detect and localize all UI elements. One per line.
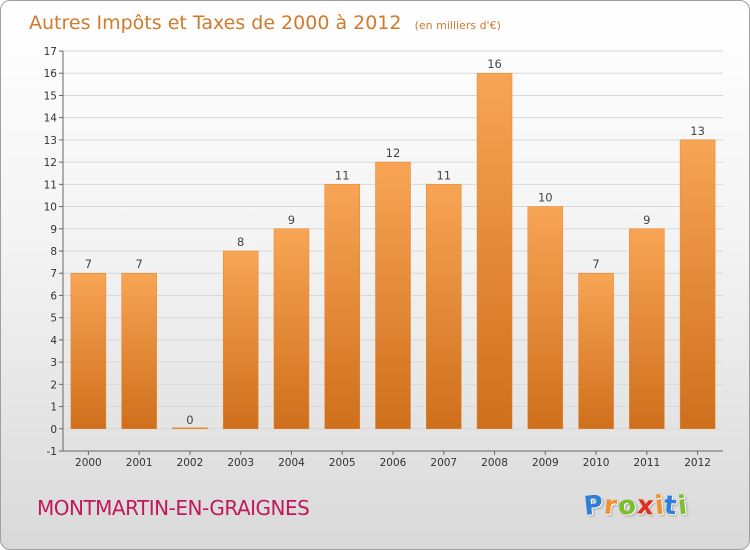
y-tick-label: 15 xyxy=(44,90,57,102)
logo-letter: x xyxy=(635,490,656,522)
x-tick-label: 2007 xyxy=(430,457,457,469)
x-tick-label: 2003 xyxy=(227,457,254,469)
data-label: 9 xyxy=(643,213,650,227)
y-tick-label: 1 xyxy=(50,402,57,414)
x-tick-label: 2012 xyxy=(684,457,711,469)
y-tick-label: 12 xyxy=(44,157,57,169)
data-label: 9 xyxy=(288,213,295,227)
bars xyxy=(70,72,716,430)
y-tick-label: 0 xyxy=(50,424,57,436)
x-tick-label: 2011 xyxy=(633,457,660,469)
y-tick-label: 3 xyxy=(50,357,57,369)
bar-2008 xyxy=(476,72,513,430)
bar-2009 xyxy=(527,206,564,430)
chart-title: Autres Impôts et Taxes de 2000 à 2012 (e… xyxy=(29,12,501,34)
y-tick-label: 17 xyxy=(44,46,57,58)
y-tick-label: 13 xyxy=(44,135,57,147)
y-tick-label: 8 xyxy=(50,246,57,258)
x-tick-label: 2002 xyxy=(177,457,204,469)
y-tick-label: 4 xyxy=(50,335,57,347)
x-tick-label: 2004 xyxy=(278,457,305,469)
data-label: 16 xyxy=(487,57,502,71)
x-tick-label: 2010 xyxy=(583,457,610,469)
x-tick-label: 2008 xyxy=(481,457,508,469)
y-tick-label: 11 xyxy=(44,179,57,191)
bar-2007 xyxy=(426,184,462,430)
bar-2004 xyxy=(273,228,310,430)
y-tick-label: 9 xyxy=(50,224,57,236)
y-tick-label: 5 xyxy=(50,313,57,325)
place-name: MONTMARTIN-EN-GRAIGNES xyxy=(37,496,310,520)
y-tick-label: -1 xyxy=(47,446,57,458)
x-tick-label: 2005 xyxy=(329,457,356,469)
data-label: 8 xyxy=(237,235,244,249)
bar-2005 xyxy=(324,184,360,430)
data-label: 7 xyxy=(592,257,599,271)
y-tick-label: 10 xyxy=(44,202,57,214)
data-label: 11 xyxy=(436,168,451,182)
bar-2011 xyxy=(629,228,665,430)
y-tick-label: 7 xyxy=(50,268,57,280)
logo-letter: i xyxy=(676,490,690,522)
bar-2010 xyxy=(578,272,614,430)
data-label: 10 xyxy=(538,191,553,205)
labels: -101234567891011121314151617200072001720… xyxy=(44,46,711,469)
axes xyxy=(59,50,723,455)
bar-2001 xyxy=(121,272,157,430)
data-label: 13 xyxy=(690,124,705,138)
x-tick-label: 2001 xyxy=(126,457,153,469)
x-tick-label: 2009 xyxy=(532,457,559,469)
proxiti-logo: Proxiti xyxy=(582,490,690,522)
data-label: 11 xyxy=(335,168,350,182)
bar-2012 xyxy=(679,139,716,430)
x-tick-label: 2006 xyxy=(380,457,407,469)
chart-title-main: Autres Impôts et Taxes de 2000 à 2012 xyxy=(29,12,402,34)
data-label: 12 xyxy=(386,146,401,160)
data-label: 7 xyxy=(135,257,142,271)
y-tick-label: 6 xyxy=(50,290,57,302)
chart-title-unit: (en milliers d'€) xyxy=(415,19,501,32)
y-tick-label: 2 xyxy=(50,379,57,391)
data-label: 0 xyxy=(186,413,193,427)
y-tick-label: 16 xyxy=(44,68,58,80)
bar-2000 xyxy=(70,272,107,430)
bar-2006 xyxy=(375,161,411,430)
bar-2003 xyxy=(222,250,259,430)
bar-2002 xyxy=(172,427,208,430)
y-tick-label: 14 xyxy=(44,113,58,125)
x-tick-label: 2000 xyxy=(75,457,102,469)
data-label: 7 xyxy=(85,257,92,271)
